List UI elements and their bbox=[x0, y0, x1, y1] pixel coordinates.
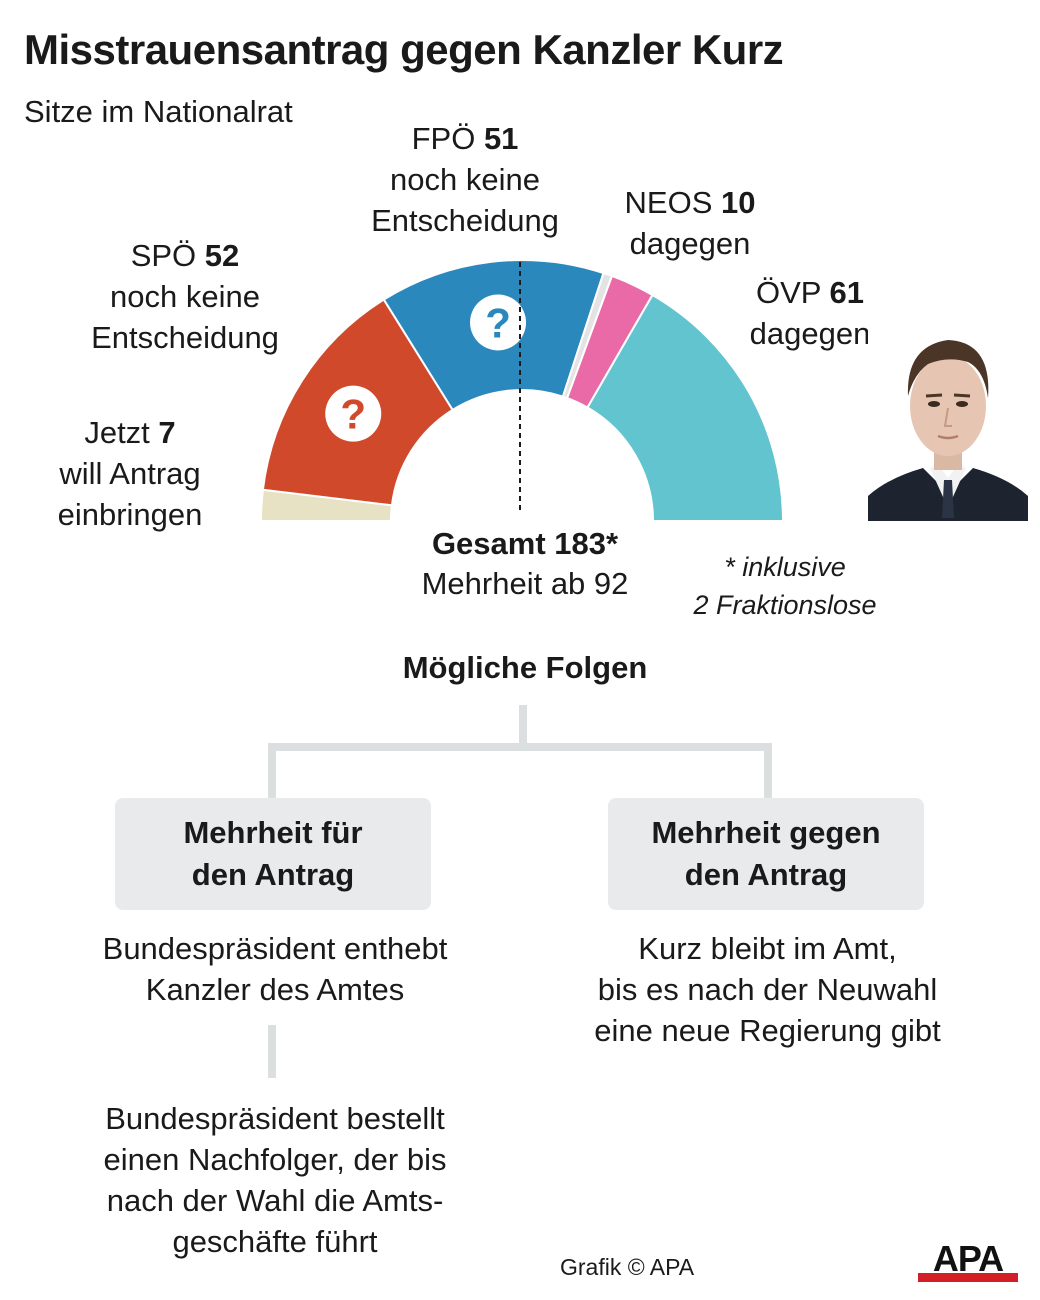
question-mark: ? bbox=[485, 299, 511, 346]
chart-subtitle: Sitze im Nationalrat bbox=[24, 94, 293, 129]
label-neos-party: NEOS bbox=[624, 185, 713, 220]
connector-stem bbox=[519, 705, 527, 750]
connector-right bbox=[764, 743, 772, 799]
footnote-line2: 2 Fraktionslose bbox=[693, 590, 877, 620]
majority-against-box: Mehrheit gegen den Antrag bbox=[608, 798, 924, 910]
majority-against-line1: Mehrheit gegen bbox=[651, 815, 881, 850]
label-spo: SPÖ 52 noch keine Entscheidung bbox=[60, 235, 310, 358]
label-ovp-seats: 61 bbox=[829, 275, 864, 310]
apa-logo-bar bbox=[918, 1273, 1018, 1282]
portrait-photo bbox=[868, 318, 1028, 521]
slice-marks: ?? bbox=[325, 294, 527, 442]
majority-against-line2: den Antrag bbox=[684, 857, 848, 892]
label-neos: NEOS 10 dagegen bbox=[610, 182, 770, 264]
consequence-stays: Kurz bleibt im Amt, bis es nach der Neuw… bbox=[594, 931, 941, 1048]
label-neos-status: dagegen bbox=[629, 226, 751, 261]
connector-left bbox=[268, 743, 276, 799]
label-fpo-status: noch keine Entscheidung bbox=[371, 162, 559, 238]
chart-title: Misstrauensantrag gegen Kanzler Kurz bbox=[24, 26, 784, 73]
total-block: Gesamt 183* Mehrheit ab 92 bbox=[380, 524, 670, 604]
question-icon bbox=[325, 385, 382, 442]
label-ovp-party: ÖVP bbox=[755, 275, 821, 310]
question-icon bbox=[470, 294, 527, 351]
apa-logo-text: APA bbox=[933, 1238, 1004, 1279]
footnote: * inklusive 2 Fraktionslose bbox=[670, 548, 900, 624]
label-ovp-status: dagegen bbox=[749, 316, 871, 351]
majority-threshold: Mehrheit ab 92 bbox=[421, 566, 629, 601]
connector-bar bbox=[268, 743, 772, 751]
label-jetzt-seats: 7 bbox=[158, 415, 176, 450]
label-jetzt: Jetzt 7 will Antrag einbringen bbox=[30, 412, 230, 535]
consequences-title: Mögliche Folgen bbox=[402, 650, 648, 685]
label-fpo-party: FPÖ bbox=[411, 121, 476, 156]
total-seats: Gesamt 183* bbox=[431, 526, 619, 561]
majority-for-box: Mehrheit für den Antrag bbox=[115, 798, 431, 910]
label-ovp: ÖVP 61 dagegen bbox=[720, 272, 900, 354]
question-mark: ? bbox=[340, 391, 366, 438]
label-jetzt-status: will Antrag einbringen bbox=[57, 456, 203, 532]
label-fpo-seats: 51 bbox=[483, 121, 519, 156]
majority-for-line2: den Antrag bbox=[191, 857, 355, 892]
label-neos-seats: 10 bbox=[721, 185, 756, 220]
slice--vp bbox=[586, 293, 785, 522]
parliament-chart: ?? bbox=[259, 259, 785, 522]
apa-logo: APA bbox=[918, 1238, 1018, 1282]
label-spo-seats: 52 bbox=[204, 238, 240, 273]
majority-for-line1: Mehrheit für bbox=[183, 815, 363, 850]
label-spo-party: SPÖ bbox=[130, 238, 197, 273]
label-spo-status: noch keine Entscheidung bbox=[91, 279, 279, 355]
graphic-credit: Grafik © APA bbox=[560, 1254, 695, 1280]
label-jetzt-party: Jetzt bbox=[84, 415, 150, 450]
label-fpo: FPÖ 51 noch keine Entscheidung bbox=[340, 118, 590, 241]
footnote-line1: * inklusive bbox=[724, 552, 846, 582]
consequence-successor: Bundespräsident bestellt einen Nachfolge… bbox=[103, 1101, 447, 1259]
consequence-dismissal: Bundespräsident enthebt Kanzler des Amte… bbox=[102, 931, 448, 1007]
connector-left-lower bbox=[268, 1025, 276, 1078]
